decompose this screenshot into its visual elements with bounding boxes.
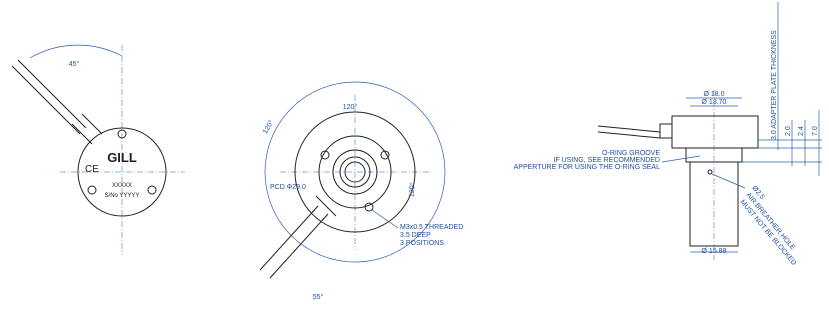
outline-line bbox=[372, 210, 398, 228]
outline-line bbox=[316, 196, 336, 216]
thread-note: 3.5 DEEP bbox=[400, 232, 431, 239]
code: XXXXX bbox=[112, 183, 132, 189]
thread-note: 3 POSITIONS bbox=[400, 240, 444, 247]
outline-line bbox=[260, 206, 328, 278]
outline-circle bbox=[148, 186, 156, 194]
dim-c: 7.0 bbox=[812, 126, 819, 136]
plate-thickness: 3.0 ADAPTER PLATE THICKNESS bbox=[771, 30, 778, 140]
hole-note: MUST NOT BE BLOCKED bbox=[738, 199, 797, 267]
angle-label: 45° bbox=[69, 60, 80, 68]
oring-note: APPERTURE FOR USING THE O-RING SEAL bbox=[514, 164, 660, 171]
outline-line bbox=[12, 60, 86, 134]
dim-a: 2.0 bbox=[785, 126, 792, 136]
outline-circle bbox=[88, 186, 96, 194]
outline-line bbox=[30, 45, 122, 58]
outline-line bbox=[662, 156, 700, 162]
ce-mark: CE bbox=[85, 164, 99, 175]
body-diameter: Ø 15.88 bbox=[702, 248, 727, 255]
outline-line bbox=[598, 126, 660, 138]
middle-view: 120° 120° 120° PCD Φ29.0 55° M3x0.5 THRE… bbox=[260, 82, 463, 301]
outline-line bbox=[660, 124, 672, 138]
outline-line bbox=[672, 116, 758, 148]
hole-note: AIR BREATHER HOLE bbox=[744, 192, 796, 252]
outline-line bbox=[712, 174, 745, 188]
oring-note: IF USING, SEE RECOMMENDED bbox=[553, 157, 660, 164]
angle-cable: 55° bbox=[313, 293, 324, 301]
angle-top: 120° bbox=[343, 103, 358, 111]
right-view: Ø 18.0 Ø 13.70 Ø 15.88 O-RING GROOVE IF … bbox=[514, 2, 822, 267]
logo: GILL bbox=[107, 150, 137, 165]
left-view: 45° GILL XXXXX S/No YYYYY CE bbox=[12, 45, 185, 255]
thread-note: M3x0.5 THREADED bbox=[400, 224, 463, 231]
pcd-label: PCD Φ29.0 bbox=[270, 184, 306, 191]
outline-circle bbox=[708, 170, 712, 174]
outline-circle bbox=[365, 203, 373, 211]
inner-diameter: Ø 13.70 bbox=[702, 99, 727, 106]
oring-note: O-RING GROOVE bbox=[602, 150, 660, 157]
outer-diameter: Ø 18.0 bbox=[703, 91, 724, 98]
dim-b: 2.4 bbox=[798, 126, 805, 136]
drawing: 45° GILL XXXXX S/No YYYYY CE 120° 120° 1… bbox=[0, 0, 829, 312]
angle-left: 120° bbox=[261, 119, 275, 136]
serial: S/No YYYYY bbox=[105, 193, 140, 199]
angle-right: 120° bbox=[407, 182, 416, 197]
